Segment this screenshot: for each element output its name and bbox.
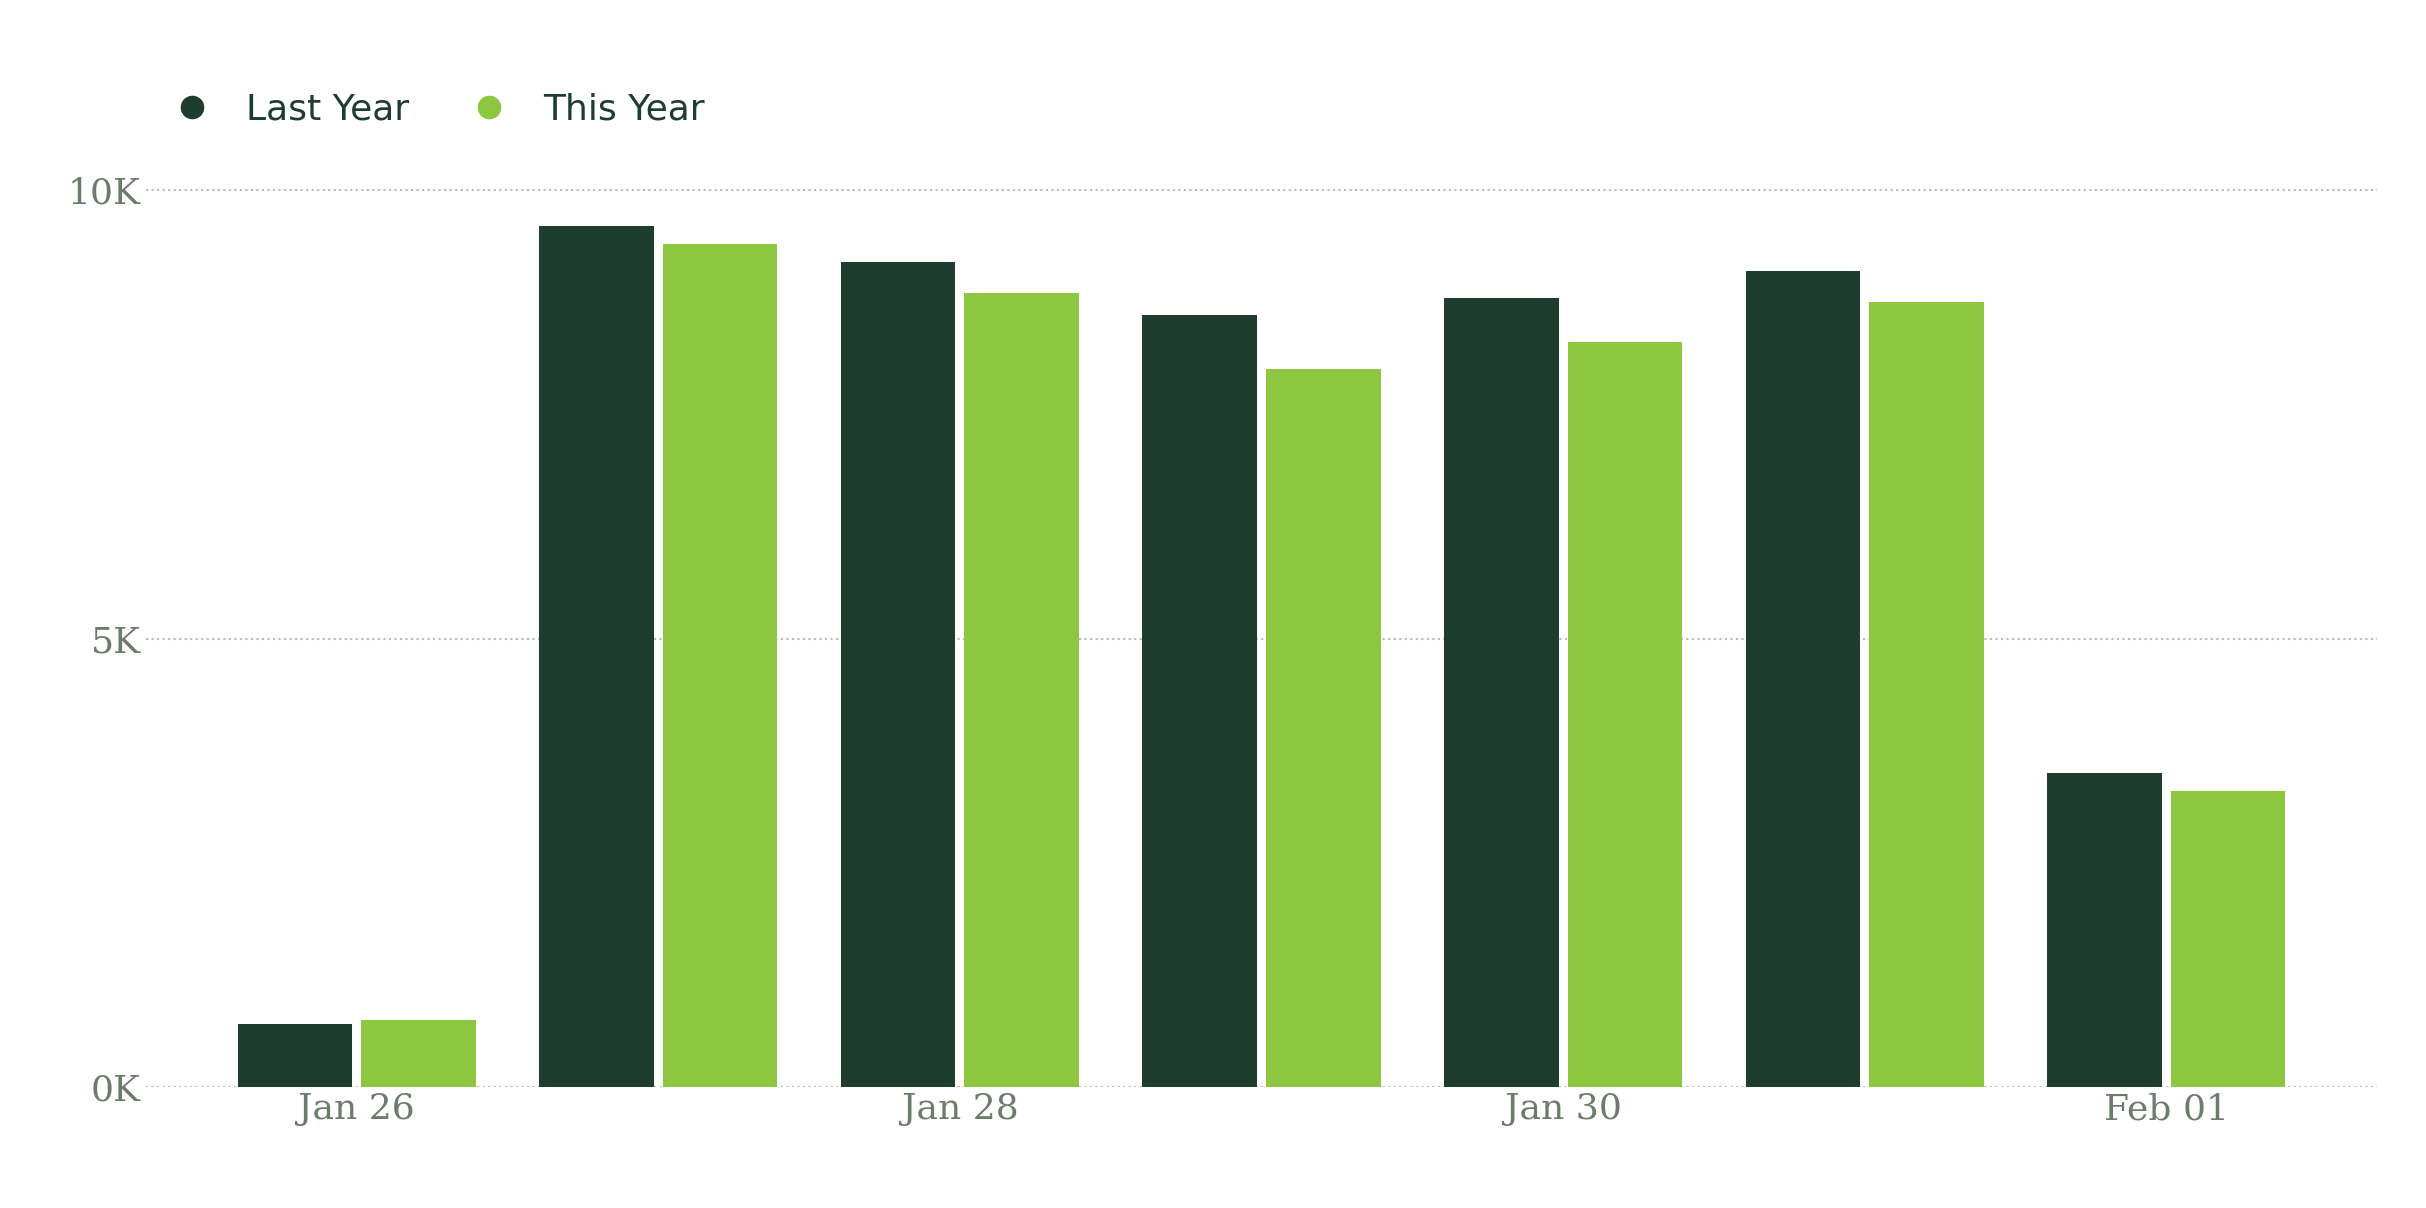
Bar: [842, 262, 956, 1087]
Bar: [1143, 315, 1257, 1087]
Bar: [1747, 271, 1861, 1087]
Bar: [238, 1024, 352, 1087]
Bar: [361, 1020, 475, 1087]
Bar: [966, 294, 1080, 1087]
Bar: [539, 226, 653, 1087]
Bar: [1266, 370, 1380, 1087]
Bar: [1870, 302, 1984, 1087]
Bar: [2048, 773, 2162, 1087]
Bar: [1443, 297, 1557, 1087]
Bar: [1567, 342, 1681, 1087]
Legend: Last Year, This Year: Last Year, This Year: [141, 79, 718, 141]
Bar: [2171, 791, 2285, 1087]
Bar: [662, 244, 776, 1087]
